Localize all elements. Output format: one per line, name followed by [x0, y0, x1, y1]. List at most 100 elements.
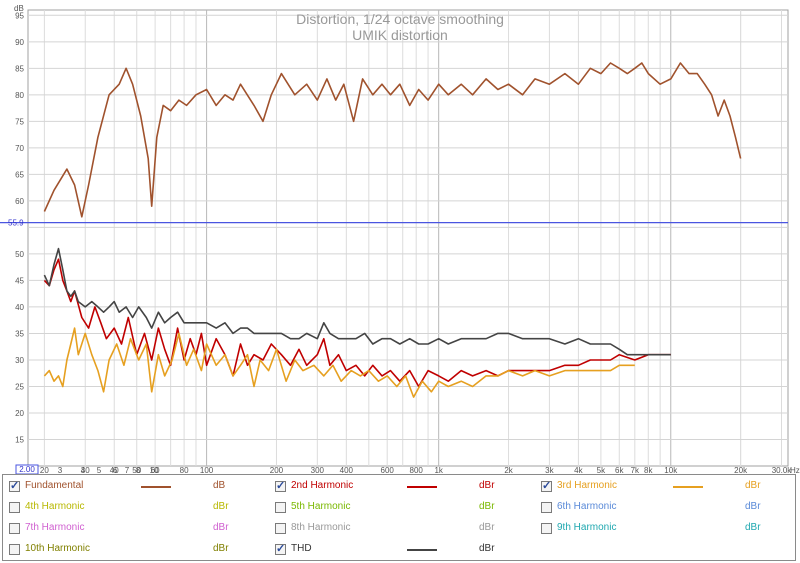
y-tick-label: 40	[15, 303, 24, 312]
y-tick-label: 20	[15, 409, 24, 418]
legend-unit: dBr	[745, 480, 761, 491]
legend-checkbox-thd[interactable]	[275, 542, 286, 555]
legend-checkbox-4th-harmonic[interactable]	[9, 502, 20, 513]
y-unit-label: dB	[14, 4, 24, 13]
chart-title: Distortion, 1/24 octave smoothing	[296, 11, 504, 27]
legend-item-3rd-harmonic: 3rd Harmonic dBr	[535, 478, 797, 498]
x-tick-label: 80	[180, 466, 189, 474]
legend-unit: dBr	[479, 543, 495, 554]
legend-label: 4th Harmonic	[25, 501, 85, 512]
y-tick-label: 35	[15, 329, 24, 338]
legend-item-9th-harmonic: 9th Harmonic dBr	[535, 520, 797, 540]
x-tick-label: 3k	[545, 466, 554, 474]
x-tick-label: 20	[40, 466, 49, 474]
legend-item-6th-harmonic: 6th Harmonic dBr	[535, 499, 797, 519]
legend-label: 7th Harmonic	[25, 522, 85, 533]
x-tick-label: 7	[125, 466, 130, 474]
legend-swatch	[407, 486, 437, 488]
x-tick-label: 8	[136, 466, 141, 474]
y-tick-label: 15	[15, 435, 24, 444]
legend-unit: dB	[213, 480, 226, 491]
y-tick-label: 65	[15, 170, 24, 179]
legend-label: THD	[291, 543, 312, 554]
x-tick-label: 4	[81, 466, 86, 474]
x-tick-label: 100	[200, 466, 214, 474]
x-tick-label: 3	[58, 466, 63, 474]
legend-swatch	[407, 549, 437, 551]
x-tick-label: 60	[151, 466, 160, 474]
x-tick-label: 8k	[644, 466, 653, 474]
legend-item-5th-harmonic: 5th Harmonic dBr	[269, 499, 531, 519]
x-tick-label: 800	[410, 466, 424, 474]
legend-checkbox-8th-harmonic[interactable]	[275, 523, 286, 534]
x-start-box	[15, 464, 39, 474]
series-layer	[43, 62, 742, 398]
legend-checkbox-7th-harmonic[interactable]	[9, 523, 20, 534]
y-tick-label: 70	[15, 144, 24, 153]
legend-checkbox-9th-harmonic[interactable]	[541, 523, 552, 534]
legend-label: 10th Harmonic	[25, 543, 91, 554]
legend-item-4th-harmonic: 4th Harmonic dBr	[3, 499, 265, 519]
y-tick-label: 60	[15, 197, 24, 206]
x-tick-label: 2k	[504, 466, 513, 474]
legend-unit: dBr	[213, 522, 229, 533]
x-tick-label: 600	[381, 466, 395, 474]
x-tick-label: 5k	[597, 466, 606, 474]
legend-checkbox-3rd-harmonic[interactable]	[541, 479, 552, 492]
y-tick-label: 95	[15, 11, 24, 20]
y-tick-label: 50	[15, 250, 24, 259]
legend-item-2nd-harmonic: 2nd Harmonic dBr	[269, 478, 531, 498]
series-line-thd	[43, 247, 671, 356]
legend-unit: dBr	[479, 501, 495, 512]
x-tick-label: 1k	[434, 466, 443, 474]
legend-checkbox-5th-harmonic[interactable]	[275, 502, 286, 513]
x-tick-label: 4k	[574, 466, 583, 474]
legend-label: 6th Harmonic	[557, 501, 617, 512]
series-line-3rd-harmonic	[43, 327, 635, 398]
legend-unit: dBr	[745, 501, 761, 512]
legend-item-8th-harmonic: 8th Harmonic dBr	[269, 520, 531, 540]
x-tick-label: 30	[81, 466, 90, 474]
legend-item-10th-harmonic: 10th Harmonic dBr	[3, 541, 265, 561]
legend-label: 9th Harmonic	[557, 522, 617, 533]
legend-label: 3rd Harmonic	[557, 480, 618, 491]
legend-item-fundamental: Fundamental dB	[3, 478, 265, 498]
x-start-label: 2.00	[19, 465, 35, 474]
x-tick-label: 200	[270, 466, 284, 474]
plot-frame	[27, 9, 789, 467]
series-line-fundamental	[43, 62, 742, 218]
y-tick-label: 75	[15, 117, 24, 126]
y-tick-label: 30	[15, 356, 24, 365]
y-tick-label: 45	[15, 276, 24, 285]
chart-subtitle: UMIK distortion	[352, 27, 448, 43]
grid	[0, 9, 789, 467]
x-tick-label: 400	[340, 466, 354, 474]
x-tick-label: 6k	[615, 466, 624, 474]
legend-checkbox-10th-harmonic[interactable]	[9, 544, 20, 555]
series-line-2nd-harmonic	[43, 258, 671, 388]
y-tick-label: 90	[15, 38, 24, 47]
legend-unit: dBr	[213, 501, 229, 512]
legend-item-7th-harmonic: 7th Harmonic dBr	[3, 520, 265, 540]
legend-panel: FundamentaldB2nd HarmonicdBr3rd Harmonic…	[2, 474, 796, 561]
y-tick-label: 55.9	[8, 219, 24, 228]
legend-checkbox-2nd-harmonic[interactable]	[275, 479, 286, 492]
x-tick-label: 40	[110, 466, 119, 474]
x-tick-label: 300	[311, 466, 325, 474]
x-tick-label: 6	[113, 466, 118, 474]
legend-unit: dBr	[213, 543, 229, 554]
x-tick-label: 10	[150, 466, 159, 474]
x-tick-label: 10k	[664, 466, 678, 474]
legend-checkbox-6th-harmonic[interactable]	[541, 502, 552, 513]
legend-unit: dBr	[479, 522, 495, 533]
x-unit-label: Hz	[790, 466, 800, 474]
legend-checkbox-fundamental[interactable]	[9, 479, 20, 492]
legend-unit: dBr	[479, 480, 495, 491]
legend-swatch	[141, 486, 171, 488]
legend-label: 2nd Harmonic	[291, 480, 354, 491]
x-tick-label: 7k	[631, 466, 640, 474]
legend-label: Fundamental	[25, 480, 84, 491]
legend-swatch	[673, 486, 703, 488]
